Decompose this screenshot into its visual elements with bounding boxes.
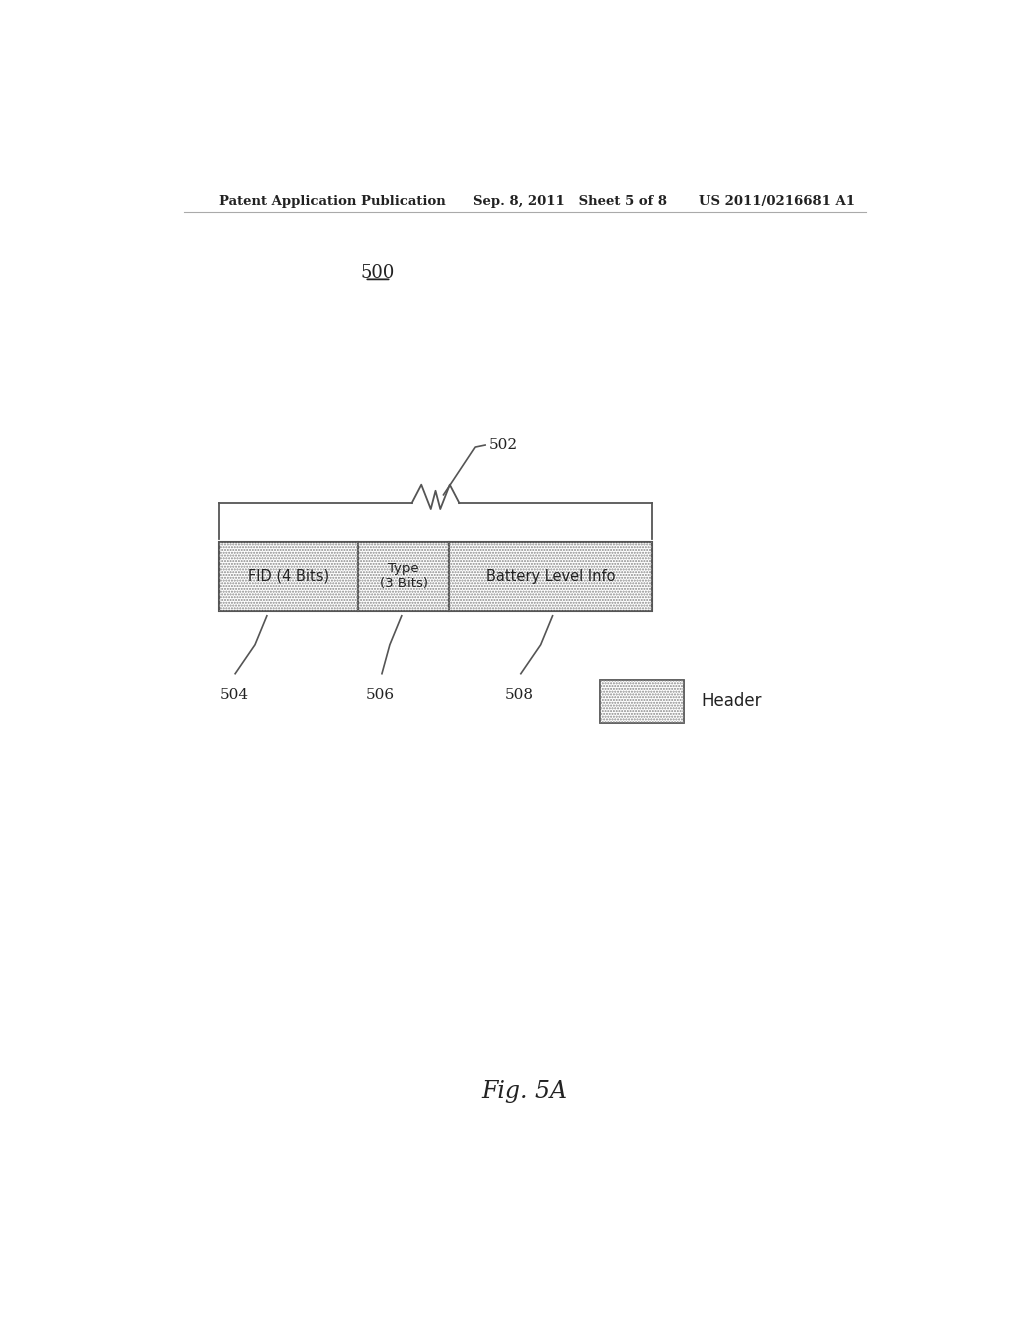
Bar: [450, 541, 652, 611]
Text: 504: 504: [219, 688, 249, 702]
Bar: [600, 680, 684, 722]
Text: 506: 506: [367, 688, 395, 702]
Text: Battery Level Info: Battery Level Info: [485, 569, 615, 583]
Text: Sep. 8, 2011   Sheet 5 of 8: Sep. 8, 2011 Sheet 5 of 8: [473, 194, 668, 207]
Text: Type
(3 Bits): Type (3 Bits): [380, 562, 428, 590]
Text: Header: Header: [701, 692, 762, 710]
Bar: [219, 541, 358, 611]
Bar: [600, 680, 684, 722]
Text: 502: 502: [489, 438, 518, 451]
Bar: [450, 541, 652, 611]
Text: FID (4 Bits): FID (4 Bits): [248, 569, 330, 583]
Text: Fig. 5A: Fig. 5A: [482, 1080, 567, 1104]
Bar: [358, 541, 450, 611]
Text: US 2011/0216681 A1: US 2011/0216681 A1: [699, 194, 855, 207]
Bar: [219, 541, 358, 611]
Text: Patent Application Publication: Patent Application Publication: [219, 194, 446, 207]
Text: 500: 500: [360, 264, 395, 282]
Bar: [358, 541, 450, 611]
Text: 508: 508: [505, 688, 534, 702]
